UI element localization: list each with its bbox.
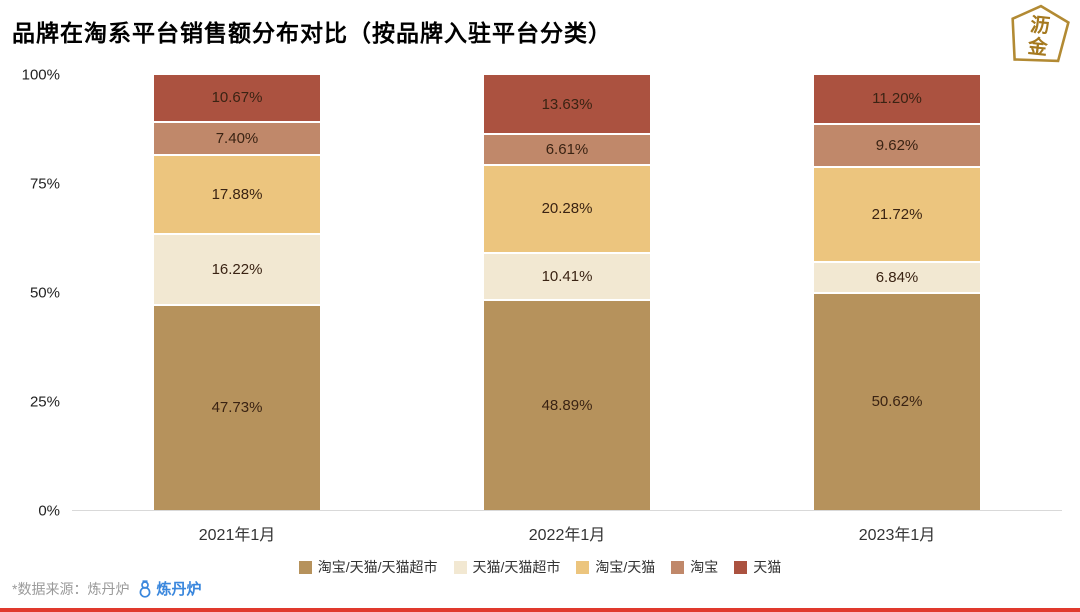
bar-segment: 13.63% — [484, 75, 650, 134]
segment-value-label: 6.61% — [545, 140, 589, 158]
x-axis: 2021年1月 2022年1月 2023年1月 — [72, 511, 1062, 545]
legend-label: 淘宝 — [690, 559, 719, 575]
stacked-bar: 13.63% 6.61% 20.28% 10.41% 48.89% — [484, 75, 650, 511]
legend-label: 天猫/天猫超市 — [472, 559, 561, 575]
bar-segment: 9.62% — [814, 122, 980, 166]
data-source-label: *数据来源：炼丹炉 — [12, 580, 130, 597]
bar-segment: 6.84% — [814, 260, 980, 292]
bar-segment: 48.89% — [484, 298, 650, 511]
bar-segment: 10.41% — [484, 252, 650, 299]
lijin-logo-char-1: 沥 — [1029, 14, 1051, 38]
stacked-bar: 10.67% 7.40% 17.88% 16.22% 47.73% — [154, 75, 320, 510]
legend-swatch — [298, 560, 312, 574]
x-category-label: 2022年1月 — [528, 527, 606, 544]
plot-area: 10.67% 7.40% 17.88% 16.22% 47.73% 13.63% 6.61%… — [72, 75, 1062, 511]
y-tick-label: 25% — [29, 393, 60, 411]
segment-value-label: 7.40% — [215, 129, 259, 147]
legend-label: 淘宝/天猫 — [595, 559, 656, 575]
legend-swatch — [453, 560, 467, 574]
segment-value-label: 16.22% — [211, 260, 263, 278]
bar-segment: 20.28% — [484, 163, 650, 253]
segment-value-label: 50.62% — [871, 393, 923, 411]
legend-swatch — [734, 560, 748, 574]
legend-item: 淘宝 — [671, 557, 718, 577]
y-axis: 100% 75% 50% 25% 0% — [12, 67, 60, 520]
stacked-bar: 11.20% 9.62% 21.72% 6.84% 50.62% — [814, 75, 980, 510]
segment-value-label: 20.28% — [541, 200, 593, 218]
liandanlu-logo: 炼丹炉 — [137, 578, 201, 599]
segment-value-label: 11.20% — [872, 90, 922, 108]
bar-segment: 16.22% — [154, 232, 320, 304]
page-title: 品牌在淘系平台销售额分布对比（按品牌入驻平台分类） — [12, 20, 612, 46]
y-tick-label: 100% — [21, 66, 60, 84]
legend-label: 淘宝/天猫/天猫超市 — [317, 559, 438, 575]
legend: 淘宝/天猫/天猫超市 天猫/天猫超市 淘宝/天猫 淘宝 天猫 — [0, 557, 1080, 577]
legend-swatch — [576, 560, 590, 574]
bar-segment: 7.40% — [154, 120, 320, 155]
x-category-label: 2021年1月 — [198, 527, 276, 544]
segment-value-label: 21.72% — [871, 205, 923, 223]
bar-segment: 47.73% — [154, 303, 320, 510]
legend-item: 天猫/天猫超市 — [453, 557, 561, 577]
bar-group: 11.20% 9.62% 21.72% 6.84% 50.62% — [732, 75, 1062, 510]
legend-swatch — [671, 560, 685, 574]
segment-value-label: 6.84% — [875, 268, 919, 286]
segment-value-label: 10.41% — [541, 268, 593, 286]
liandanlu-logo-text: 炼丹炉 — [156, 581, 202, 598]
liandanlu-furnace-icon — [140, 579, 151, 598]
segment-value-label: 10.67% — [211, 89, 263, 107]
bar-segment: 50.62% — [814, 291, 980, 510]
legend-item: 淘宝/天猫 — [576, 557, 655, 577]
y-tick-label: 75% — [29, 175, 60, 193]
bar-segment: 10.67% — [154, 75, 320, 121]
segment-value-label: 9.62% — [875, 136, 919, 154]
bar-segment: 21.72% — [814, 165, 980, 261]
bar-group: 10.67% 7.40% 17.88% 16.22% 47.73% — [72, 75, 402, 510]
legend-label: 天猫 — [753, 559, 782, 575]
segment-value-label: 13.63% — [541, 95, 593, 113]
segment-value-label: 17.88% — [211, 185, 263, 203]
x-category-label: 2023年1月 — [858, 527, 936, 544]
bar-segment: 11.20% — [814, 75, 980, 123]
legend-item: 淘宝/天猫/天猫超市 — [298, 557, 438, 577]
bar-segment: 17.88% — [154, 154, 320, 233]
legend-item: 天猫 — [734, 557, 781, 577]
lijin-logo-icon: 沥 金 — [1011, 4, 1070, 63]
lijin-logo: 沥 金 — [1008, 4, 1070, 66]
footer: *数据来源：炼丹炉 炼丹炉 — [12, 578, 201, 599]
stacked-bar-chart: 100% 75% 50% 25% 0% 10.67% 7.40% 17.88% 16.22% 4… — [12, 67, 1068, 544]
lijin-logo-char-2: 金 — [1026, 34, 1049, 59]
bar-group: 13.63% 6.61% 20.28% 10.41% 48.89% — [402, 75, 732, 511]
bottom-accent-line — [0, 608, 1080, 612]
y-tick-label: 0% — [38, 502, 60, 520]
bar-segment: 6.61% — [484, 133, 650, 164]
y-tick-label: 50% — [29, 284, 60, 302]
segment-value-label: 47.73% — [211, 399, 263, 417]
segment-value-label: 48.89% — [541, 396, 593, 414]
